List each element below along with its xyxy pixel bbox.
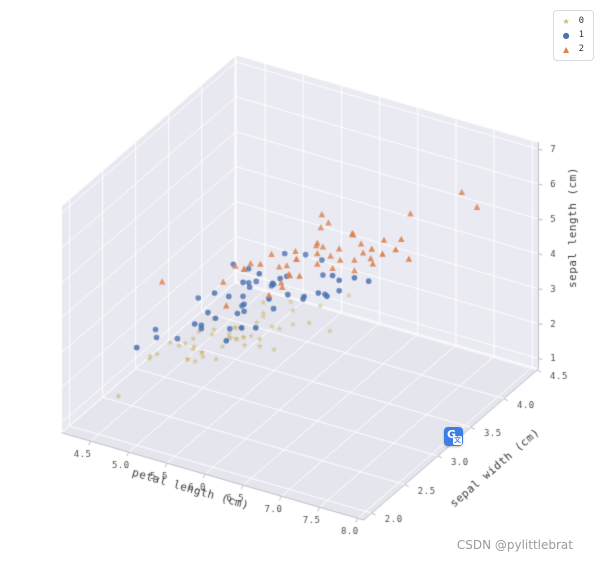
- legend-item-0: ★ 0: [561, 15, 584, 28]
- legend-label: 1: [578, 30, 584, 40]
- legend: ★ 0 ● 1 ▲ 2: [552, 10, 594, 61]
- legend-item-1: ● 1: [561, 29, 584, 42]
- legend-item-2: ▲ 2: [561, 43, 584, 56]
- legend-label: 0: [578, 16, 584, 26]
- translate-icon-letter: G: [447, 428, 457, 441]
- circle-marker-icon: ●: [562, 31, 570, 40]
- triangle-marker-icon: ▲: [563, 45, 570, 54]
- translate-extension-icon[interactable]: G 文: [444, 427, 463, 446]
- star-marker-icon: ★: [562, 17, 570, 26]
- legend-label: 2: [578, 44, 584, 54]
- translate-icon-zh-badge: 文: [453, 436, 462, 445]
- watermark: CSDN @pylittlebrat: [456, 538, 573, 552]
